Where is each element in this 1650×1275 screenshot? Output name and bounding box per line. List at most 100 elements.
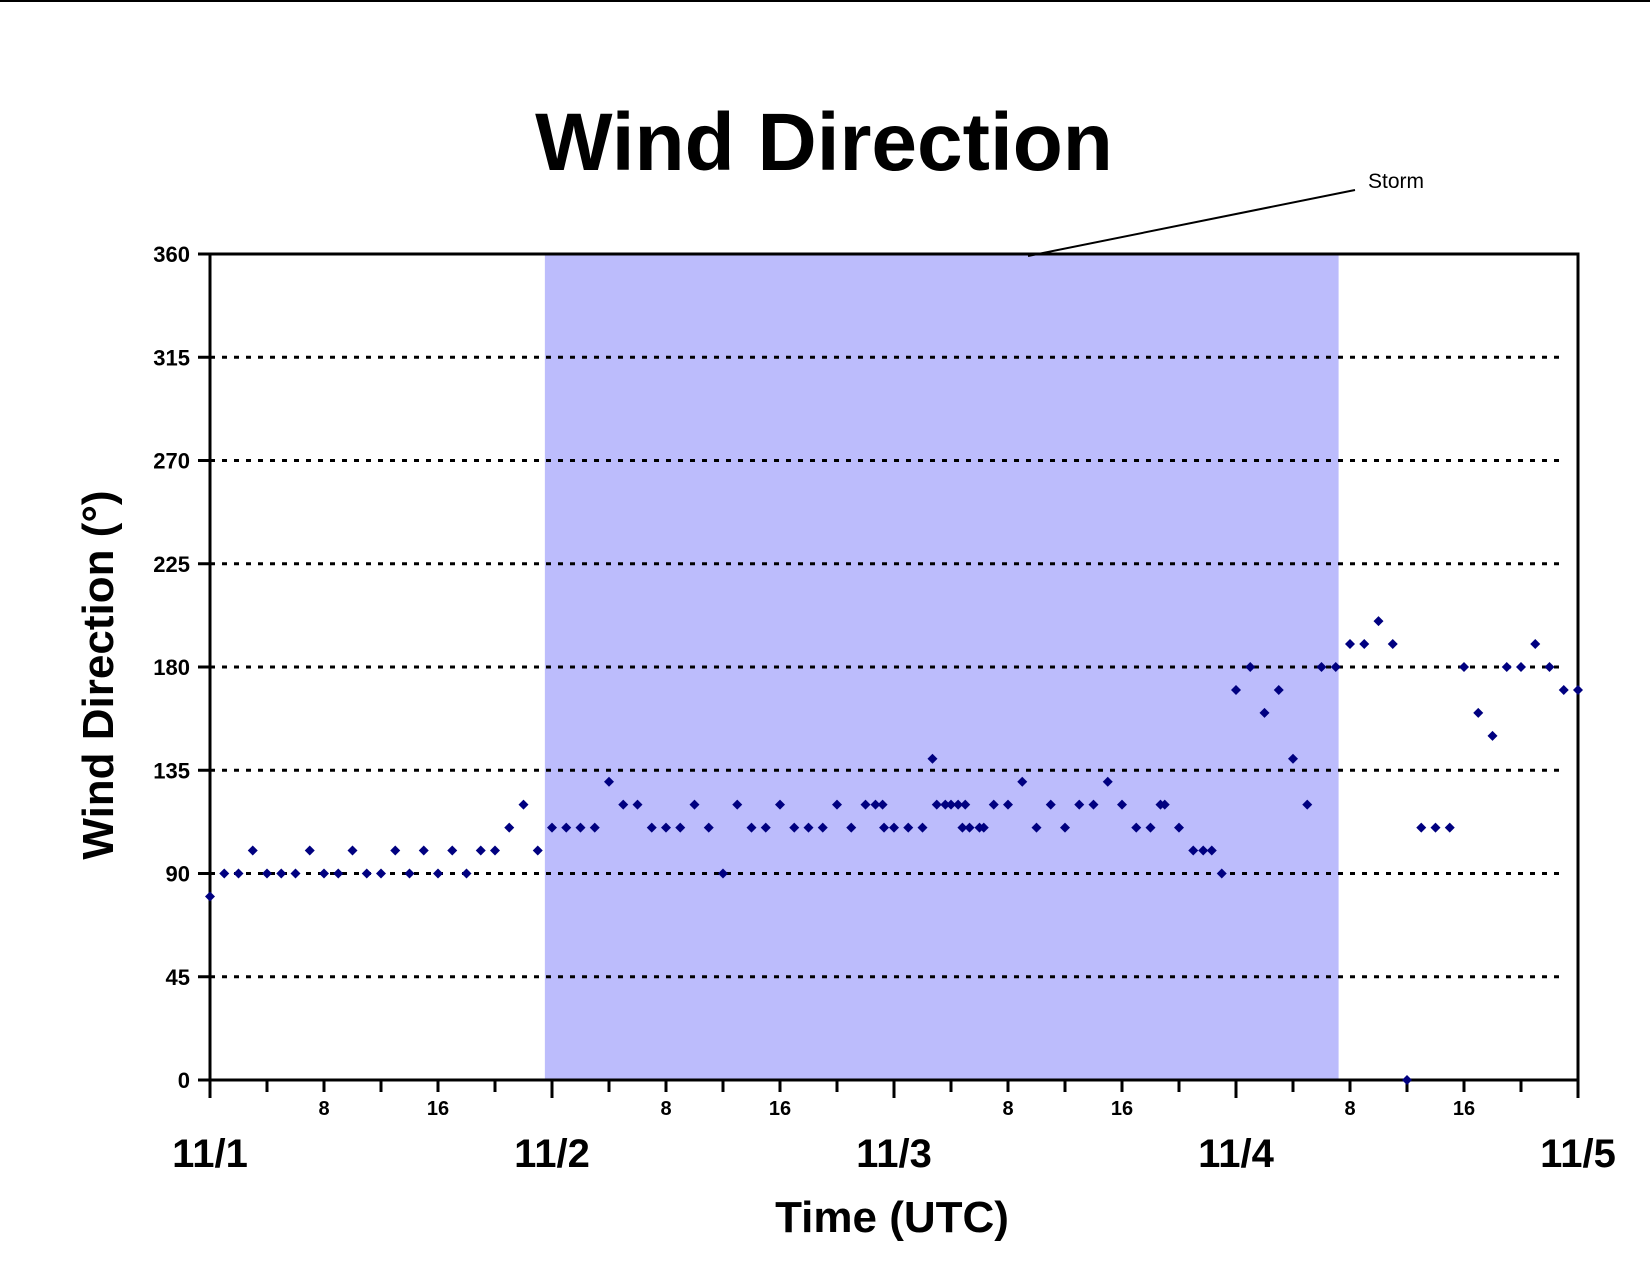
x-day-label: 11/2 — [514, 1132, 590, 1176]
data-point — [518, 799, 529, 810]
data-point — [832, 799, 842, 810]
x-hour-label: 8 — [1344, 1098, 1355, 1120]
data-point — [219, 868, 230, 879]
data-point — [940, 799, 951, 810]
data-point — [1188, 845, 1199, 856]
y-tick-label: 225 — [153, 552, 190, 577]
data-point — [1174, 822, 1184, 833]
x-day-label: 11/3 — [856, 1132, 932, 1176]
data-point — [1444, 822, 1455, 833]
data-point — [404, 868, 415, 879]
data-point — [760, 822, 771, 833]
y-tick-label: 45 — [166, 965, 190, 990]
data-point — [1573, 684, 1583, 695]
data-point — [1074, 799, 1085, 810]
data-point — [1017, 776, 1028, 787]
data-point — [803, 822, 814, 833]
data-point — [931, 799, 942, 810]
data-point — [1031, 822, 1042, 833]
y-tick-label: 360 — [153, 242, 190, 267]
data-point — [860, 799, 871, 810]
data-point — [1288, 753, 1298, 764]
data-point — [475, 845, 486, 856]
x-hour-label: 16 — [769, 1098, 791, 1120]
data-point — [575, 822, 586, 833]
x-hour-label: 8 — [318, 1098, 329, 1120]
data-point — [1387, 639, 1398, 650]
data-point — [1273, 684, 1284, 695]
x-hour-label: 16 — [1111, 1098, 1133, 1120]
x-hour-label: 16 — [1453, 1098, 1475, 1120]
data-point — [1003, 799, 1013, 810]
data-point — [988, 799, 999, 810]
data-point — [1316, 662, 1327, 672]
data-point — [1088, 799, 1099, 810]
data-point — [732, 799, 743, 810]
data-point — [889, 822, 899, 833]
data-point — [953, 799, 964, 810]
data-point — [661, 822, 671, 833]
data-point — [361, 868, 372, 879]
data-point — [376, 868, 386, 879]
data-point — [1501, 662, 1512, 672]
data-point — [879, 822, 890, 833]
data-point — [447, 845, 458, 856]
data-point — [817, 822, 828, 833]
data-point — [1345, 639, 1355, 650]
data-point — [1302, 799, 1313, 810]
data-point — [1117, 799, 1127, 810]
data-point — [233, 868, 244, 879]
y-tick-label: 270 — [153, 449, 190, 474]
data-point — [304, 845, 315, 856]
y-axis-title: Wind Direction (°) — [74, 490, 123, 859]
y-tick-label: 0 — [178, 1068, 190, 1093]
data-point — [1487, 730, 1498, 741]
x-axis-title: Time (UTC) — [775, 1193, 1009, 1242]
data-point — [390, 845, 401, 856]
x-hour-label: 16 — [427, 1098, 449, 1120]
data-point — [290, 868, 301, 879]
x-hour-label: 8 — [1002, 1098, 1013, 1120]
data-point — [461, 868, 472, 879]
data-point — [1459, 662, 1469, 672]
data-point — [547, 822, 557, 833]
data-point — [276, 868, 287, 879]
x-day-label: 11/4 — [1198, 1132, 1274, 1176]
data-point — [247, 845, 258, 856]
data-point — [319, 868, 329, 879]
data-point — [1558, 684, 1569, 695]
data-point — [589, 822, 600, 833]
data-point — [1145, 822, 1156, 833]
data-point — [1430, 822, 1441, 833]
data-point — [333, 868, 344, 879]
y-tick-label: 315 — [153, 345, 190, 370]
data-point — [927, 753, 938, 764]
data-point — [957, 822, 968, 833]
data-point — [946, 799, 956, 810]
data-point — [703, 822, 714, 833]
data-point — [846, 822, 857, 833]
data-point — [618, 799, 629, 810]
data-point — [433, 868, 443, 879]
data-point — [1060, 822, 1070, 833]
x-day-label: 11/1 — [172, 1132, 248, 1176]
data-point — [964, 822, 975, 833]
data-point — [746, 822, 757, 833]
data-point — [532, 845, 543, 856]
data-point — [1473, 707, 1484, 718]
data-point — [960, 799, 971, 810]
data-point — [418, 845, 429, 856]
y-tick-label: 180 — [153, 655, 190, 680]
data-point — [1198, 845, 1209, 856]
data-point — [1131, 822, 1142, 833]
data-point — [1102, 776, 1113, 787]
data-point — [978, 822, 989, 833]
y-tick-label: 90 — [166, 862, 190, 887]
data-point — [877, 799, 888, 810]
data-point — [604, 776, 614, 787]
data-point — [1259, 707, 1270, 718]
data-point — [347, 845, 358, 856]
data-point — [646, 822, 657, 833]
data-point — [689, 799, 700, 810]
